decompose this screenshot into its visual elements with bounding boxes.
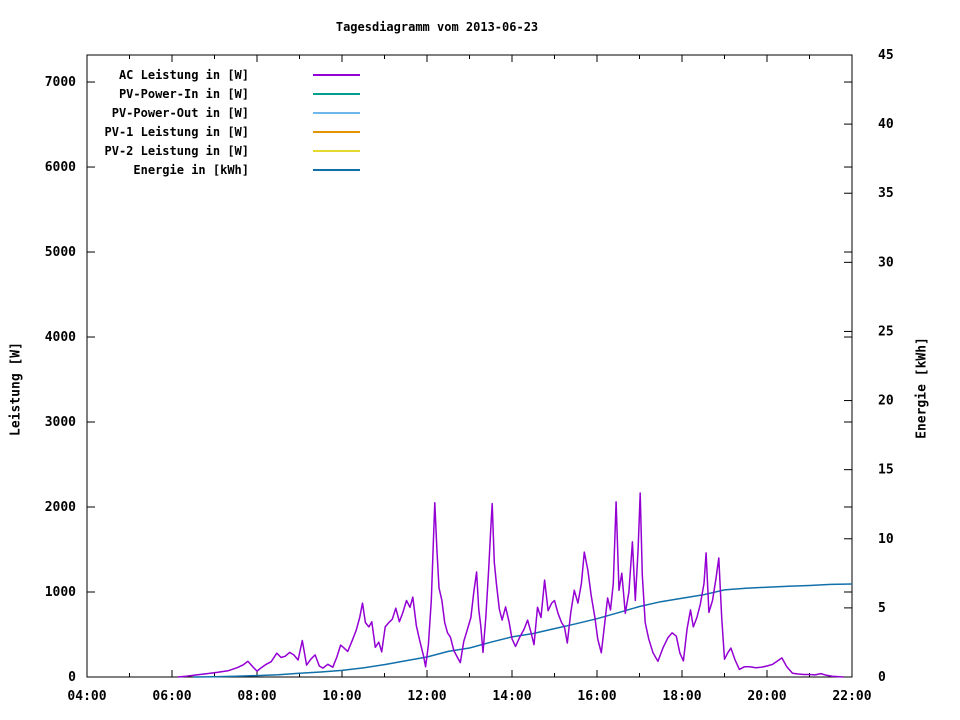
y2-tick-label: 10 [878,532,894,547]
x-tick-label: 22:00 [832,689,871,704]
y-tick-label: 3000 [45,415,76,430]
legend-line-swatch-pv1-leistung [313,130,360,133]
x-tick-label: 10:00 [322,689,361,704]
legend-label-ac-leistung: AC Leistung in [W] [118,67,249,82]
legend-row-pv2-leistung: PV-2 Leistung in [W] [99,141,360,160]
y2-tick-label: 25 [878,324,894,339]
legend-line-swatch-pv-power-out [313,111,360,114]
y-tick-label: 5000 [45,245,76,260]
y-tick-label: 2000 [45,500,76,515]
y2-tick-label: 5 [878,601,886,616]
legend-row-pv1-leistung: PV-1 Leistung in [W] [99,122,360,141]
legend-row-pv-power-in: PV-Power-In in [W] [99,84,360,103]
y-tick-label: 6000 [45,160,76,175]
legend-label-energie: Energie in [kWh] [133,162,249,177]
legend-line-swatch-pv-power-in [313,92,360,95]
chart-title: Tagesdiagramm vom 2013-06-23 [335,20,539,34]
chart-legend: AC Leistung in [W] PV-Power-In in [W] PV-P… [99,65,360,179]
legend-label-pv-power-out: PV-Power-Out in [W] [111,105,249,120]
legend-row-energie: Energie in [kWh] [99,160,360,179]
x-tick-label: 06:00 [152,689,191,704]
y-tick-label: 7000 [45,75,76,90]
y2-tick-label: 45 [878,48,894,63]
legend-label-pv1-leistung: PV-1 Leistung in [W] [104,124,250,139]
y2-tick-label: 40 [878,117,894,132]
y-tick-label: 4000 [45,330,76,345]
y-tick-label: 1000 [45,585,76,600]
y-tick-label: 0 [68,670,76,685]
x-tick-label: 16:00 [577,689,616,704]
y2-tick-label: 35 [878,186,894,201]
legend-label-pv2-leistung: PV-2 Leistung in [W] [104,143,250,158]
y2-tick-label: 20 [878,394,894,409]
x-tick-label: 18:00 [662,689,701,704]
legend-line-swatch-pv2-leistung [313,149,360,152]
series-energie [193,583,853,678]
y2-tick-label: 15 [878,463,894,478]
x-tick-label: 20:00 [747,689,786,704]
y2-tick-label: 0 [878,670,886,685]
series-ac-leistung [177,492,844,678]
x-tick-label: 14:00 [492,689,531,704]
legend-row-pv-power-out: PV-Power-Out in [W] [99,103,360,122]
x-tick-label: 04:00 [67,689,106,704]
y2-tick-label: 30 [878,255,894,270]
legend-row-ac-leistung: AC Leistung in [W] [99,65,360,84]
legend-line-swatch-energie [313,168,360,171]
legend-line-swatch-ac-leistung [313,73,360,76]
x-tick-label: 12:00 [407,689,446,704]
legend-label-pv-power-in: PV-Power-In in [W] [118,86,249,101]
x-tick-label: 08:00 [237,689,276,704]
